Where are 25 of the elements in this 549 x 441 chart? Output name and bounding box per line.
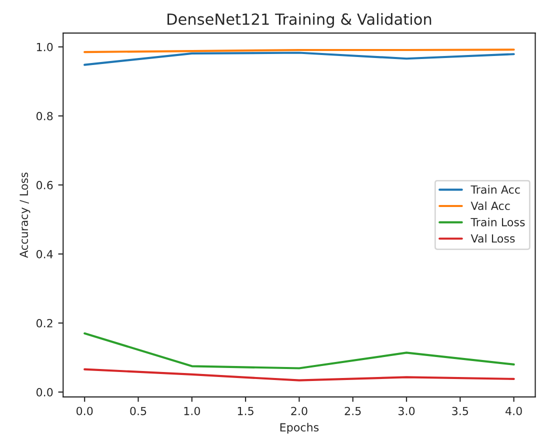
legend-label: Train Acc: [470, 185, 520, 194]
legend-label: Val Acc: [470, 201, 510, 210]
y-tick-label: 0.6: [36, 180, 53, 190]
x-tick-label: 4.0: [506, 406, 522, 416]
legend-label: Train Loss: [470, 218, 525, 226]
y-axis-title: Accuracy / Loss: [20, 172, 30, 258]
x-axis-title: Epochs: [280, 422, 319, 434]
x-tick-label: 3.5: [452, 406, 468, 416]
line-series: [84, 52, 515, 66]
x-tick-label: 2.5: [344, 406, 361, 416]
x-tick-label: 1.5: [238, 406, 254, 416]
x-tick-label: 1.0: [184, 406, 200, 416]
y-tick-label: 0.0: [36, 388, 53, 396]
x-tick-label: 3.0: [398, 406, 415, 416]
y-tick-label: 0.8: [36, 112, 53, 120]
line-series: [84, 332, 515, 370]
x-tick-label: 0.5: [130, 406, 146, 416]
line-series: [84, 368, 515, 382]
x-tick-label: 2.0: [291, 406, 308, 416]
legend-label: Val Loss: [470, 234, 515, 243]
y-tick-label: 0.4: [36, 250, 53, 258]
y-tick-label: 1.0: [36, 42, 53, 52]
x-tick-label: 0.0: [76, 406, 93, 416]
y-tick-label: 0.2: [36, 319, 52, 328]
chart-title: DenseNet121 Training & Validation: [168, 13, 432, 28]
